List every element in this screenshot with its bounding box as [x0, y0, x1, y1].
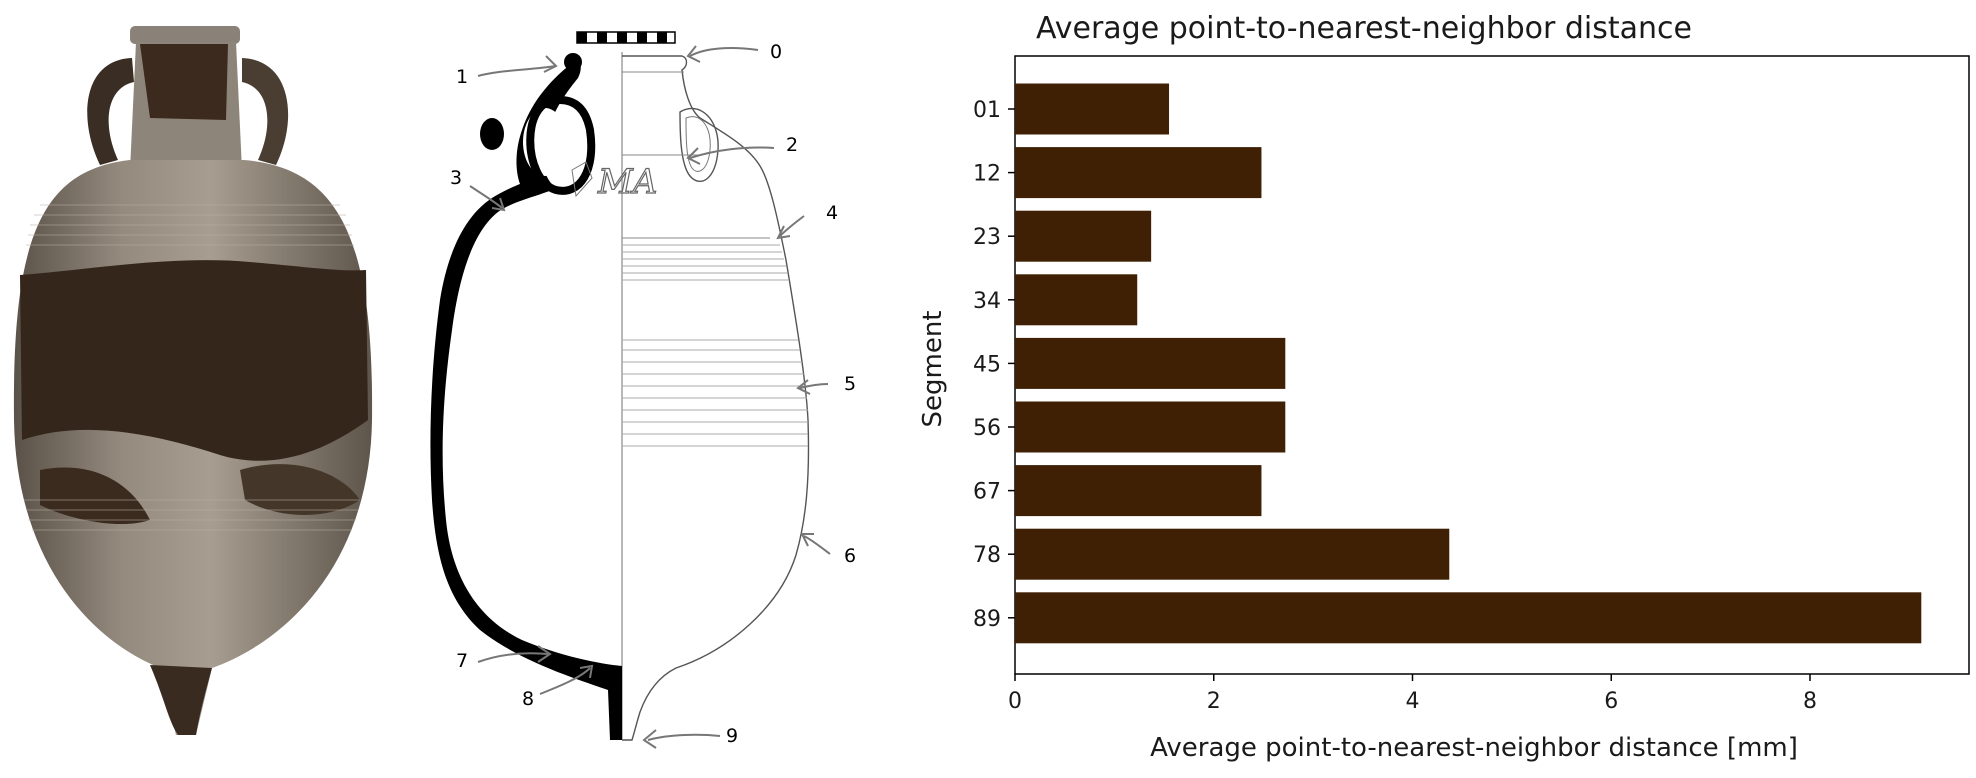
- y-tick-label-12: 12: [973, 162, 1001, 187]
- point-label-9: 9: [726, 725, 738, 747]
- bar-89: [1015, 592, 1922, 644]
- point-label-8: 8: [522, 688, 534, 710]
- point-label-1: 1: [456, 66, 468, 88]
- x-tick-label-8: 8: [1803, 689, 1817, 714]
- y-tick-label-23: 23: [973, 225, 1001, 250]
- chart-title: Average point-to-nearest-neighbor distan…: [1036, 11, 1692, 46]
- bar-78: [1015, 528, 1450, 580]
- point-label-5: 5: [844, 373, 856, 395]
- amphora-left-handle: [87, 58, 134, 165]
- stamp-text: MA: [597, 162, 657, 202]
- section-profile: [430, 55, 622, 741]
- bar-67: [1015, 465, 1262, 517]
- point-label-2: 2: [786, 134, 798, 156]
- x-tick-label-2: 2: [1207, 689, 1221, 714]
- annotation-arrows: [469, 45, 831, 749]
- bar-45: [1015, 337, 1286, 389]
- point-label-7: 7: [456, 650, 468, 672]
- bar-34: [1015, 274, 1138, 326]
- bar-23: [1015, 210, 1152, 262]
- bars-group: [1015, 83, 1922, 644]
- exterior-profile: [622, 55, 810, 741]
- bar-chart: Average point-to-nearest-neighbor distan…: [918, 11, 1970, 763]
- amphora-drawing: MA: [430, 31, 856, 749]
- amphora-right-handle: [242, 58, 289, 165]
- y-ticks-group: 01 12 23 34 45 56 67 78 89: [973, 98, 1015, 632]
- x-tick-label-6: 6: [1604, 689, 1618, 714]
- point-label-0: 0: [770, 41, 782, 63]
- bar-56: [1015, 401, 1286, 453]
- x-tick-label-0: 0: [1008, 689, 1022, 714]
- y-tick-label-45: 45: [973, 352, 1001, 377]
- handle-section: [480, 118, 504, 150]
- y-tick-label-78: 78: [973, 543, 1001, 568]
- y-tick-label-89: 89: [973, 607, 1001, 632]
- point-label-6: 6: [844, 545, 856, 567]
- scale-bar: [576, 31, 676, 44]
- y-tick-label-34: 34: [973, 289, 1001, 314]
- x-axis-label: Average point-to-nearest-neighbor distan…: [1150, 733, 1798, 763]
- y-tick-label-01: 01: [973, 98, 1001, 123]
- bar-12: [1015, 147, 1262, 199]
- bar-01: [1015, 83, 1170, 135]
- amphora-photo: [13, 26, 373, 735]
- y-axis-label: Segment: [918, 311, 948, 428]
- amphora-rim: [130, 26, 240, 44]
- y-tick-label-56: 56: [973, 416, 1001, 441]
- ribbing-lines: [622, 244, 808, 447]
- x-ticks-group: 0 2 4 6 8: [1008, 674, 1817, 714]
- point-label-3: 3: [450, 167, 462, 189]
- y-tick-label-67: 67: [973, 480, 1001, 505]
- point-label-4: 4: [826, 202, 838, 224]
- x-tick-label-4: 4: [1406, 689, 1420, 714]
